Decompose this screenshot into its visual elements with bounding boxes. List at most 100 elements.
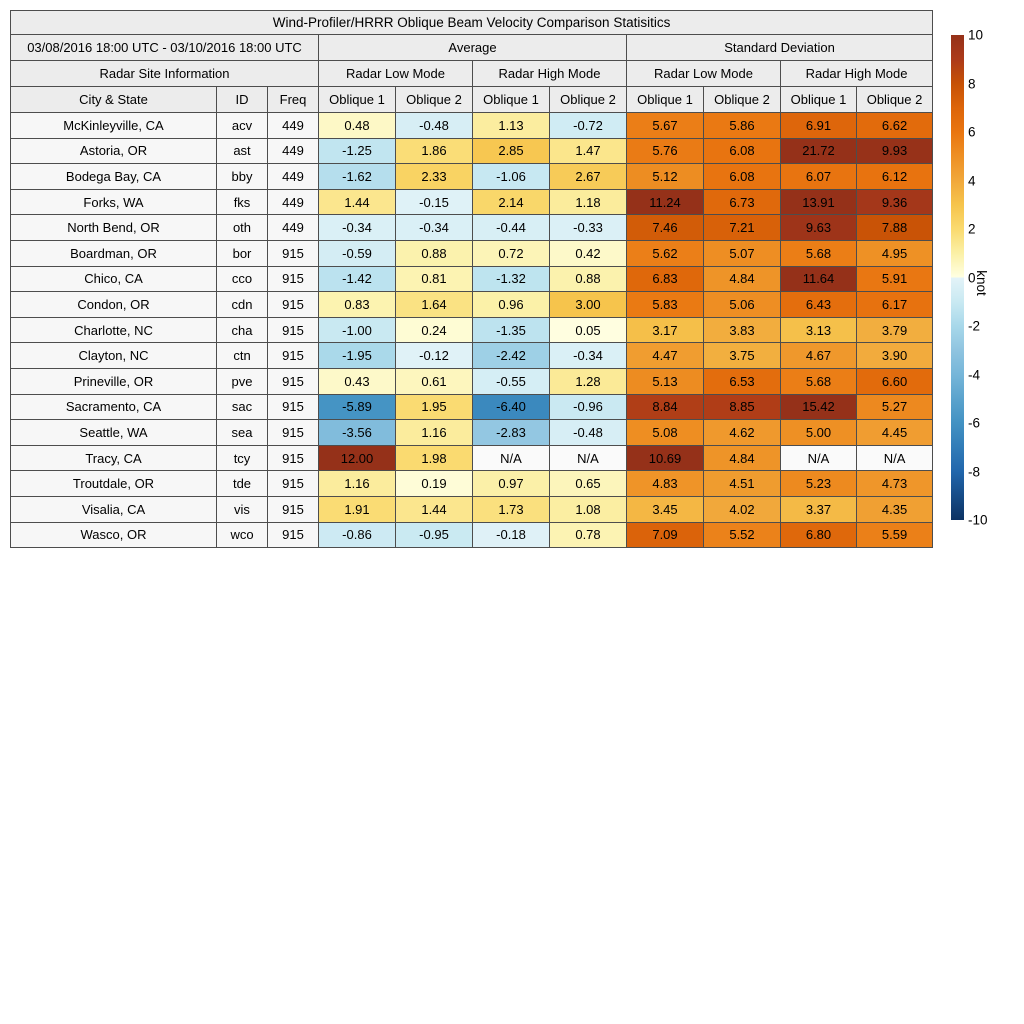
colorbar-tick-label: 10 [968, 27, 984, 43]
freq-cell: 449 [267, 137, 319, 165]
value-cell: 2.67 [549, 163, 627, 190]
value-cell: -1.32 [472, 265, 550, 293]
freq-cell: 915 [267, 495, 319, 523]
value-cell: 3.79 [855, 316, 934, 344]
id-cell: fks [216, 188, 268, 216]
id-column-header: ID [216, 86, 268, 113]
table-row: Forks, WA fks 449 1.44 -0.15 2.14 1.18 11.24 6.7… [10, 188, 934, 216]
value-cell: 5.08 [626, 419, 704, 446]
value-cell: 0.72 [472, 239, 550, 267]
value-cell: 1.47 [549, 137, 627, 165]
value-cell: 5.00 [780, 419, 857, 446]
value-cell: 5.62 [626, 239, 704, 267]
std-deviation-group-header: Standard Deviation [625, 34, 934, 61]
city-cell: North Bend, OR [10, 214, 217, 241]
id-cell: bby [216, 163, 268, 190]
freq-cell: 915 [267, 316, 319, 344]
value-cell: -0.15 [395, 188, 473, 216]
value-cell: -0.34 [549, 342, 627, 369]
value-cell: -1.25 [318, 137, 396, 165]
table-body: McKinleyville, CA acv 449 0.48 -0.48 1.13 -0.7… [10, 112, 934, 549]
value-cell: 11.64 [780, 265, 857, 293]
value-cell: 5.06 [703, 291, 781, 318]
colorbar-tick-label: -6 [968, 415, 981, 431]
table-row: Seattle, WA sea 915 -3.56 1.16 -2.83 -0.48 5.08… [10, 419, 934, 446]
value-cell: 12.00 [318, 444, 396, 472]
id-cell: wco [216, 521, 268, 549]
value-cell: 6.83 [626, 265, 704, 293]
value-cell: 1.16 [318, 470, 396, 497]
value-cell: 4.95 [855, 239, 934, 267]
table-row: Condon, OR cdn 915 0.83 1.64 0.96 3.00 5.83 5.06… [10, 291, 934, 318]
value-cell: 6.80 [780, 521, 857, 549]
value-cell: -1.06 [472, 163, 550, 190]
value-cell: -6.40 [472, 393, 550, 421]
value-cell: 0.88 [549, 265, 627, 293]
value-cell: 0.42 [549, 239, 627, 267]
value-cell: 6.73 [703, 188, 781, 216]
value-cell: 4.73 [855, 470, 934, 497]
city-cell: Charlotte, NC [10, 316, 217, 344]
value-cell: 1.91 [318, 495, 396, 523]
value-cell: 9.63 [780, 214, 857, 241]
table-row: Charlotte, NC cha 915 -1.00 0.24 -1.35 0.05 3.1… [10, 316, 934, 344]
city-cell: Forks, WA [10, 188, 217, 216]
table-row: North Bend, OR oth 449 -0.34 -0.34 -0.44 -0.33… [10, 214, 934, 241]
value-cell: 4.84 [703, 265, 781, 293]
value-cell: 0.19 [395, 470, 473, 497]
value-cell: 1.18 [549, 188, 627, 216]
table-row: McKinleyville, CA acv 449 0.48 -0.48 1.13 -0.7… [10, 112, 934, 139]
value-cell: 1.16 [395, 419, 473, 446]
value-cell: -0.59 [318, 239, 396, 267]
value-cell: 9.36 [855, 188, 934, 216]
value-cell: -0.72 [549, 112, 627, 139]
table-row: Sacramento, CA sac 915 -5.89 1.95 -6.40 -0.96 8… [10, 393, 934, 421]
value-cell: 6.12 [855, 163, 934, 190]
city-cell: Tracy, CA [10, 444, 217, 472]
group-header-row: 03/08/2016 18:00 UTC - 03/10/2016 18:00 … [10, 34, 934, 61]
value-cell: 0.78 [549, 521, 627, 549]
value-cell: -0.95 [395, 521, 473, 549]
value-cell: 6.43 [780, 291, 857, 318]
value-cell: 1.98 [395, 444, 473, 472]
value-cell: 5.52 [703, 521, 781, 549]
table-row: Astoria, OR ast 449 -1.25 1.86 2.85 1.47 5.76 6.… [10, 137, 934, 165]
value-cell: 1.44 [395, 495, 473, 523]
value-cell: 1.64 [395, 291, 473, 318]
value-cell: 1.86 [395, 137, 473, 165]
city-cell: Prineville, OR [10, 367, 217, 395]
colorbar-tick-label: 2 [968, 221, 976, 237]
colorbar-tick-label: 8 [968, 75, 976, 91]
table-row: Wasco, OR wco 915 -0.86 -0.95 -0.18 0.78 7.09 5.… [10, 521, 934, 549]
city-cell: Astoria, OR [10, 137, 217, 165]
oblique-header: Oblique 2 [703, 86, 781, 113]
value-cell: 0.83 [318, 291, 396, 318]
value-cell: 5.23 [780, 470, 857, 497]
table-row: Troutdale, OR tde 915 1.16 0.19 0.97 0.65 4.83 4… [10, 470, 934, 497]
mode-header-row: Radar Site Information Radar Low Mode Ra… [10, 60, 934, 87]
value-cell: 0.61 [395, 367, 473, 395]
value-cell: 10.69 [626, 444, 704, 472]
value-cell: 9.93 [855, 137, 934, 165]
value-cell: -0.34 [395, 214, 473, 241]
mode-header-std-low: Radar Low Mode [626, 60, 781, 87]
value-cell: 0.97 [472, 470, 550, 497]
table-row: Clayton, NC ctn 915 -1.95 -0.12 -2.42 -0.34 4.4… [10, 342, 934, 369]
statistics-figure: Wind-Profiler/HRRR Oblique Beam Velocity… [9, 10, 934, 549]
title-row: Wind-Profiler/HRRR Oblique Beam Velocity… [9, 10, 934, 35]
table-row: Visalia, CA vis 915 1.91 1.44 1.73 1.08 3.45 4.0… [10, 495, 934, 523]
value-cell: 15.42 [780, 393, 857, 421]
freq-column-header: Freq [267, 86, 319, 113]
table-row: Bodega Bay, CA bby 449 -1.62 2.33 -1.06 2.67 5.… [10, 163, 934, 190]
value-cell: 4.84 [703, 444, 781, 472]
column-header-row: City & State ID Freq Oblique 1 Oblique 2… [10, 86, 934, 113]
figure-title: Wind-Profiler/HRRR Oblique Beam Velocity… [9, 10, 934, 35]
id-cell: vis [216, 495, 268, 523]
value-cell: 5.68 [780, 239, 857, 267]
value-cell: 2.85 [472, 137, 550, 165]
value-cell: -0.18 [472, 521, 550, 549]
value-cell: 6.91 [780, 112, 857, 139]
id-cell: oth [216, 214, 268, 241]
value-cell: 5.27 [855, 393, 934, 421]
city-cell: Chico, CA [10, 265, 217, 293]
